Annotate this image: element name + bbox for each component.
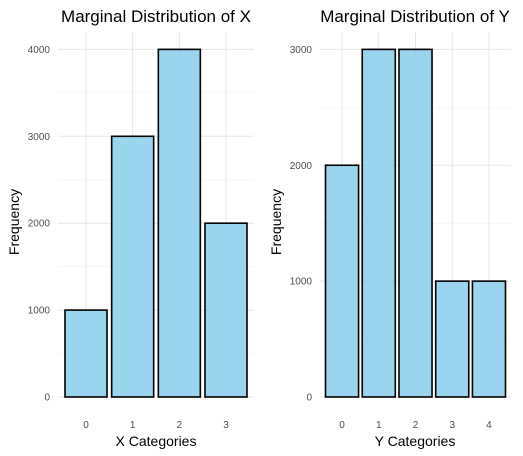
- bar-2: [398, 48, 433, 398]
- bar-3: [434, 280, 470, 398]
- y-tick-label: 1000: [28, 306, 51, 317]
- bars: [324, 48, 507, 398]
- bars: [64, 48, 248, 398]
- x-tick-labels: 0 1 2 3 4: [339, 420, 492, 431]
- y-tick-label: 0: [306, 393, 312, 404]
- y-tick-label: 3000: [28, 132, 51, 143]
- x-tick-label: 3: [223, 420, 229, 431]
- y-tick-label: 1000: [290, 277, 313, 288]
- y-tick-label: 2000: [290, 161, 313, 172]
- x-tick-label: 2: [413, 420, 419, 431]
- x-tick-label: 1: [130, 420, 136, 431]
- bar-1: [361, 48, 397, 398]
- y-tick-label: 0: [44, 393, 50, 404]
- chart-title: Marginal Distribution of Y: [320, 7, 510, 26]
- bar-2: [157, 48, 202, 398]
- bar-0: [324, 164, 360, 398]
- x-tick-labels: 0 1 2 3: [83, 420, 229, 431]
- bar-0: [64, 309, 108, 398]
- y-tick-labels: 0 1000 2000 3000: [290, 45, 313, 404]
- panel-x-distribution: Marginal Distribution of X X Categories …: [6, 7, 254, 449]
- bar-4: [471, 280, 507, 398]
- bar-1: [110, 135, 155, 398]
- x-tick-label: 2: [177, 420, 183, 431]
- x-tick-label: 0: [83, 420, 89, 431]
- y-axis-title: Frequency: [268, 189, 284, 255]
- x-tick-label: 0: [339, 420, 345, 431]
- y-tick-label: 4000: [28, 45, 51, 56]
- bar-3: [204, 222, 248, 398]
- y-tick-label: 2000: [28, 219, 51, 230]
- x-axis-title: X Categories: [116, 433, 197, 449]
- panel-y-distribution: Marginal Distribution of Y Y Categories …: [268, 7, 511, 449]
- x-tick-label: 4: [486, 420, 492, 431]
- y-tick-labels: 0 1000 2000 3000 4000: [28, 45, 51, 404]
- x-axis-title: Y Categories: [375, 433, 456, 449]
- x-tick-label: 1: [376, 420, 382, 431]
- y-tick-label: 3000: [290, 45, 313, 56]
- y-axis-title: Frequency: [6, 189, 22, 255]
- chart-title: Marginal Distribution of X: [61, 7, 251, 26]
- x-tick-label: 3: [449, 420, 455, 431]
